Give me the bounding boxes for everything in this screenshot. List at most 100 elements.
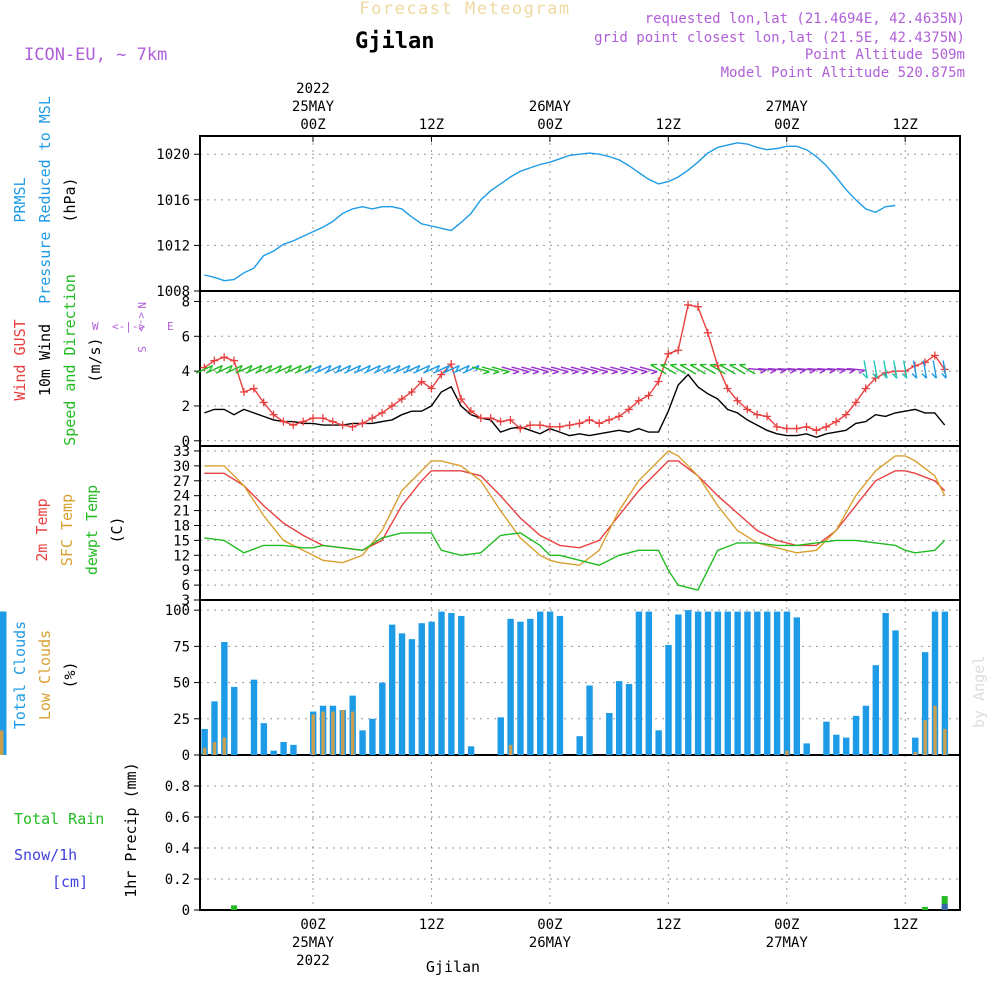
temp-2m-line [204,460,946,552]
wind-direction-arrow [827,367,846,374]
wind-gust-point [822,422,831,431]
total-cloud-bar [823,721,830,755]
low-cloud-bar [321,711,325,755]
wind-direction-arrow [797,367,816,374]
wind-gust-point [832,417,841,426]
wind-direction-arrow [334,364,352,374]
requested-coords: requested lon,lat (21.4694E, 42.4635N) [645,11,965,27]
total-cloud-bar [862,705,870,755]
wind-direction-arrow [195,364,214,374]
wind-gust-point [476,414,485,423]
low-cloud-bar [0,731,4,755]
wind-direction-arrow [709,363,726,375]
time-label-top: 00Z [300,117,325,133]
total-cloud-bar [685,610,692,755]
y-tick-label: 0 [182,748,190,764]
wind-gust-point [555,422,564,431]
wind-direction-arrow [205,364,224,374]
time-label-top: 12Z [893,117,918,133]
wind-gust-point [299,417,308,426]
y-tick-label: 8 [182,294,190,310]
wind-direction-arrow [363,364,381,374]
wind-gust-point [328,417,337,426]
wind-gust-point [318,414,327,423]
wind-direction-arrow [471,366,490,375]
time-label-bottom: 26MAY [529,935,572,951]
low-cloud-bar [331,711,335,755]
time-label-top: 00Z [537,117,562,133]
wind-direction-arrow [570,366,589,375]
wind-direction-arrow [862,360,868,379]
temp-axis-label: dewpt Temp [83,485,101,575]
total-cloud-bar [527,618,534,755]
y-tick-label: 50 [173,676,190,692]
wind-direction-arrow [882,360,888,379]
wind-direction-arrow [284,364,303,374]
wind-direction-arrow [442,364,460,374]
total-cloud-bar [892,630,899,755]
total-cloud-bar [507,618,514,755]
wind-direction-arrow [777,367,797,374]
total-cloud-bar [675,614,682,755]
y-tick-label: 18 [173,518,190,534]
wind-gust-point [684,300,693,309]
total-cloud-bar [546,611,554,755]
wind-gust-point [397,394,406,403]
wind-gust-point [723,384,732,393]
pressure-axis-label: Pressure Reduced to MSL [36,96,54,304]
rain-bar [921,906,928,910]
time-label-top: 00Z [774,117,799,133]
total-cloud-bar [497,717,504,755]
wind-gust-point [733,396,742,405]
low-cloud-bar [933,705,937,755]
low-cloud-bar [785,750,789,755]
total-cloud-bar [369,718,376,755]
wind-direction-arrow [757,367,777,374]
y-tick-label: 75 [173,639,190,655]
total-cloud-bar [872,665,879,755]
total-cloud-bar [221,642,228,755]
wind-gust-point [230,356,239,365]
total-cloud-bar [754,611,761,755]
wind-gust-point [703,328,712,337]
wind-gust-point [348,422,357,431]
total-cloud-bar [0,611,7,755]
wind-gust-point [516,424,525,433]
total-cloud-bar [537,611,544,755]
wind-direction-arrow [901,360,908,379]
wind-direction-arrow [294,364,312,374]
wind-gust-point [802,422,811,431]
wind-direction-arrow [670,363,687,375]
total-cloud-bar [734,611,741,755]
y-tick-label: 0 [182,434,190,450]
total-cloud-bar [250,679,258,755]
total-cloud-bar [408,639,416,755]
low-cloud-bar [943,728,947,755]
total-cloud-bar [398,633,406,755]
y-tick-label: 1008 [156,284,190,300]
y-tick-label: 30 [173,459,190,475]
wind-10m-line [204,373,946,439]
temp-axis-label: (C) [108,516,126,543]
y-tick-label: 0 [182,903,190,919]
wind-gust-point [930,351,939,360]
wind-gust-point [417,377,426,386]
total-cloud-bar [448,613,455,755]
total-cloud-bar [833,734,840,755]
y-tick-label: 12 [173,548,190,564]
total-cloud-bar [764,611,771,755]
total-cloud-bar [458,615,465,755]
total-cloud-bar [645,611,652,755]
wind-gust-point [595,419,604,428]
wind-gust-point [220,353,229,362]
total-cloud-bar [517,621,524,755]
wind-direction-arrow [911,360,918,379]
low-cloud-bar [202,747,207,755]
total-cloud-bar [912,737,919,755]
wind-direction-arrow [748,367,767,374]
wind-direction-arrow [846,367,866,374]
wind-gust-point [387,401,396,410]
compass-ns-arrows: <-> [135,312,148,332]
wind-gust-point [358,419,367,428]
wind-direction-arrow [274,364,293,374]
